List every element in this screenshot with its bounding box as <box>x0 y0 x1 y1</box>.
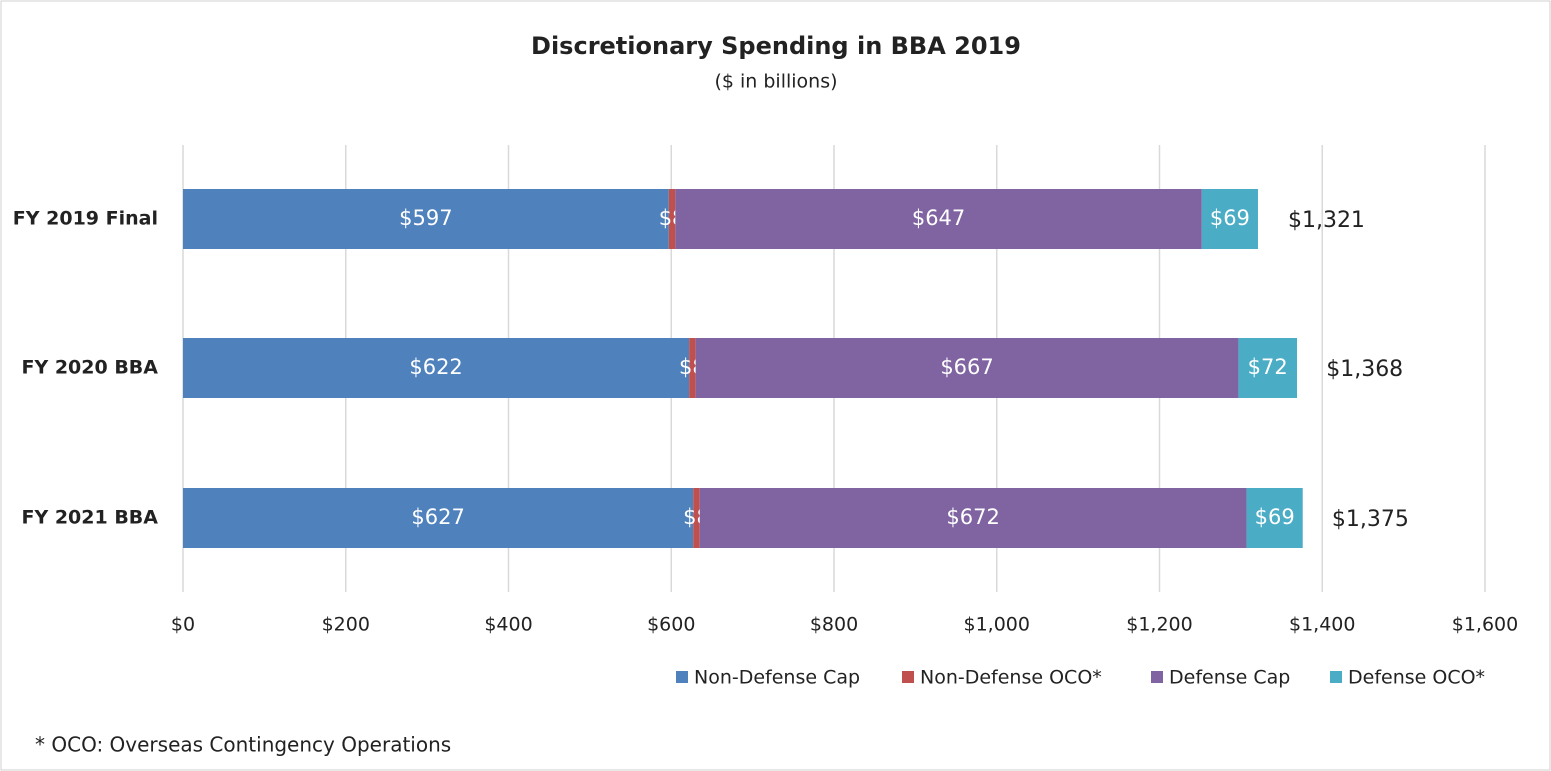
value-label: $627 <box>411 505 464 529</box>
bar-segment <box>693 488 700 548</box>
value-label: $69 <box>1255 505 1295 529</box>
chart-subtitle: ($ in billions) <box>714 71 837 93</box>
total-label: $1,375 <box>1332 507 1409 532</box>
x-tick-label: $1,600 <box>1452 614 1518 636</box>
legend-label: Defense Cap <box>1169 667 1290 689</box>
x-tick-label: $200 <box>322 614 370 636</box>
legend-swatch <box>1330 671 1342 683</box>
bar-segment <box>695 338 1239 398</box>
legend-label: Defense OCO* <box>1348 667 1485 689</box>
value-label: $597 <box>399 206 452 230</box>
legend-swatch <box>676 671 688 683</box>
x-tick-label: $0 <box>171 614 195 636</box>
bar-segment <box>183 189 669 249</box>
y-tick-label: FY 2019 Final <box>13 208 158 230</box>
bar-segment <box>183 338 690 398</box>
chart-title: Discretionary Spending in BBA 2019 <box>531 32 1021 60</box>
bar-segment <box>668 189 676 249</box>
x-tick-label: $1,200 <box>1126 614 1192 636</box>
value-label: $647 <box>912 206 965 230</box>
footnote: * OCO: Overseas Contingency Operations <box>35 733 451 757</box>
value-label: $72 <box>1248 355 1288 379</box>
bar-segment <box>689 338 696 398</box>
total-label: $1,321 <box>1288 208 1365 233</box>
bar-segment <box>1246 488 1303 548</box>
x-tick-label: $1,400 <box>1289 614 1355 636</box>
value-label: $667 <box>940 355 993 379</box>
bar-segment <box>699 488 1247 548</box>
bar-segment <box>1201 189 1258 249</box>
x-tick-label: $400 <box>484 614 532 636</box>
x-tick-label: $1,000 <box>964 614 1030 636</box>
bar-segment <box>675 189 1202 249</box>
value-label: $69 <box>1210 206 1250 230</box>
total-label: $1,368 <box>1326 357 1403 382</box>
bar-segment <box>1238 338 1298 398</box>
value-label: $622 <box>409 355 462 379</box>
x-tick-label: $800 <box>810 614 858 636</box>
legend-swatch <box>902 671 914 683</box>
value-label: $672 <box>946 505 999 529</box>
bar-segment <box>183 488 694 548</box>
y-tick-label: FY 2021 BBA <box>21 507 158 529</box>
legend-swatch <box>1151 671 1163 683</box>
legend-label: Non-Defense Cap <box>694 667 860 689</box>
y-tick-label: FY 2020 BBA <box>21 357 158 379</box>
legend-label: Non-Defense OCO* <box>920 667 1102 689</box>
x-tick-label: $600 <box>647 614 695 636</box>
